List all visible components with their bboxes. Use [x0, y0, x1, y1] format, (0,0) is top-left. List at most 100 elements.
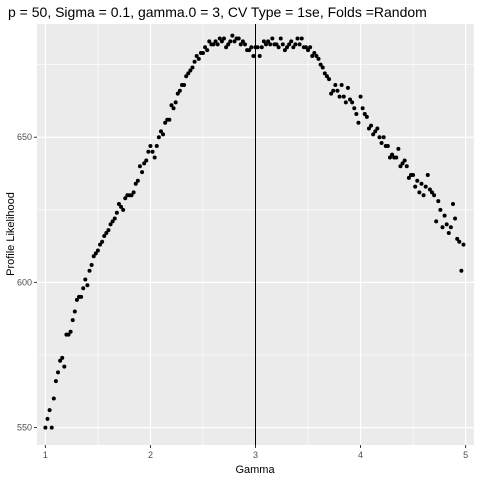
- data-point: [297, 42, 302, 47]
- data-point: [104, 231, 109, 236]
- data-point: [89, 262, 94, 267]
- data-point: [425, 172, 430, 177]
- data-point: [106, 228, 111, 233]
- data-point: [369, 123, 374, 128]
- data-point: [135, 178, 140, 183]
- data-point: [413, 184, 418, 189]
- data-point: [51, 396, 56, 401]
- data-point: [167, 117, 172, 122]
- x-axis-title: Gamma: [235, 464, 275, 476]
- data-point: [150, 149, 155, 154]
- data-point: [381, 135, 386, 140]
- data-point: [400, 161, 405, 166]
- data-point: [375, 126, 380, 131]
- x-tick-label: 4: [358, 450, 363, 460]
- data-point: [205, 48, 210, 53]
- data-point: [440, 225, 445, 230]
- data-point: [394, 155, 399, 160]
- data-point: [455, 236, 460, 241]
- data-point: [333, 82, 338, 87]
- data-point: [72, 309, 77, 314]
- data-point: [337, 94, 342, 99]
- data-point: [261, 39, 266, 44]
- data-point: [287, 42, 292, 47]
- data-point: [232, 39, 237, 44]
- data-point: [226, 42, 231, 47]
- y-tick-label: 550: [17, 423, 32, 433]
- data-point: [110, 219, 115, 224]
- data-point: [324, 74, 329, 79]
- data-point: [316, 56, 321, 61]
- data-point: [98, 242, 103, 247]
- data-point: [398, 164, 403, 169]
- data-point: [102, 233, 107, 238]
- data-point: [278, 36, 283, 41]
- data-point: [345, 85, 350, 90]
- data-point: [240, 39, 245, 44]
- data-point: [236, 36, 241, 41]
- data-point: [249, 45, 254, 50]
- data-point: [163, 120, 168, 125]
- data-point: [196, 56, 201, 61]
- data-point: [264, 42, 268, 47]
- data-point: [173, 100, 178, 105]
- data-point: [364, 114, 369, 119]
- data-point: [43, 425, 48, 430]
- data-point: [450, 202, 455, 207]
- data-point: [169, 103, 174, 108]
- data-point: [200, 51, 205, 56]
- data-point: [371, 132, 376, 137]
- data-point: [211, 42, 216, 47]
- data-point: [121, 207, 126, 212]
- data-point: [411, 172, 416, 177]
- data-point: [215, 42, 220, 47]
- data-point: [419, 181, 424, 186]
- data-point: [91, 254, 96, 259]
- data-point: [95, 248, 100, 253]
- data-point: [152, 155, 157, 160]
- data-point: [442, 213, 447, 218]
- data-point: [56, 370, 61, 375]
- data-point: [144, 158, 149, 163]
- data-point: [224, 45, 229, 50]
- data-point: [83, 277, 88, 282]
- data-point: [343, 100, 348, 105]
- data-point: [432, 193, 437, 198]
- data-point: [192, 59, 197, 64]
- data-point: [358, 94, 363, 99]
- data-point: [320, 65, 325, 70]
- data-point: [70, 318, 75, 323]
- data-point: [213, 39, 218, 44]
- data-point: [108, 222, 113, 227]
- data-point: [58, 358, 63, 363]
- data-point: [312, 51, 317, 56]
- data-point: [219, 39, 224, 44]
- data-point: [74, 297, 79, 302]
- data-point: [295, 36, 300, 41]
- data-points: [43, 33, 466, 430]
- data-point: [366, 126, 371, 131]
- data-point: [49, 425, 54, 430]
- data-point: [230, 33, 235, 38]
- data-point: [268, 42, 273, 47]
- data-point: [188, 68, 193, 73]
- data-point: [308, 45, 313, 50]
- data-point: [123, 196, 128, 201]
- data-point: [421, 193, 426, 198]
- data-point: [289, 39, 294, 44]
- data-point: [373, 129, 378, 134]
- data-point: [341, 94, 346, 99]
- data-point: [161, 132, 166, 137]
- data-point: [259, 45, 264, 50]
- data-point: [243, 42, 247, 47]
- data-point: [207, 39, 212, 44]
- data-point: [354, 112, 359, 117]
- x-axis-ticks: 1 2 3 4 5: [43, 445, 468, 460]
- data-point: [217, 36, 222, 41]
- data-point: [47, 408, 52, 413]
- data-point: [79, 294, 84, 299]
- data-point: [348, 97, 353, 102]
- data-point: [255, 45, 260, 50]
- data-point: [352, 106, 357, 111]
- data-point: [66, 332, 71, 337]
